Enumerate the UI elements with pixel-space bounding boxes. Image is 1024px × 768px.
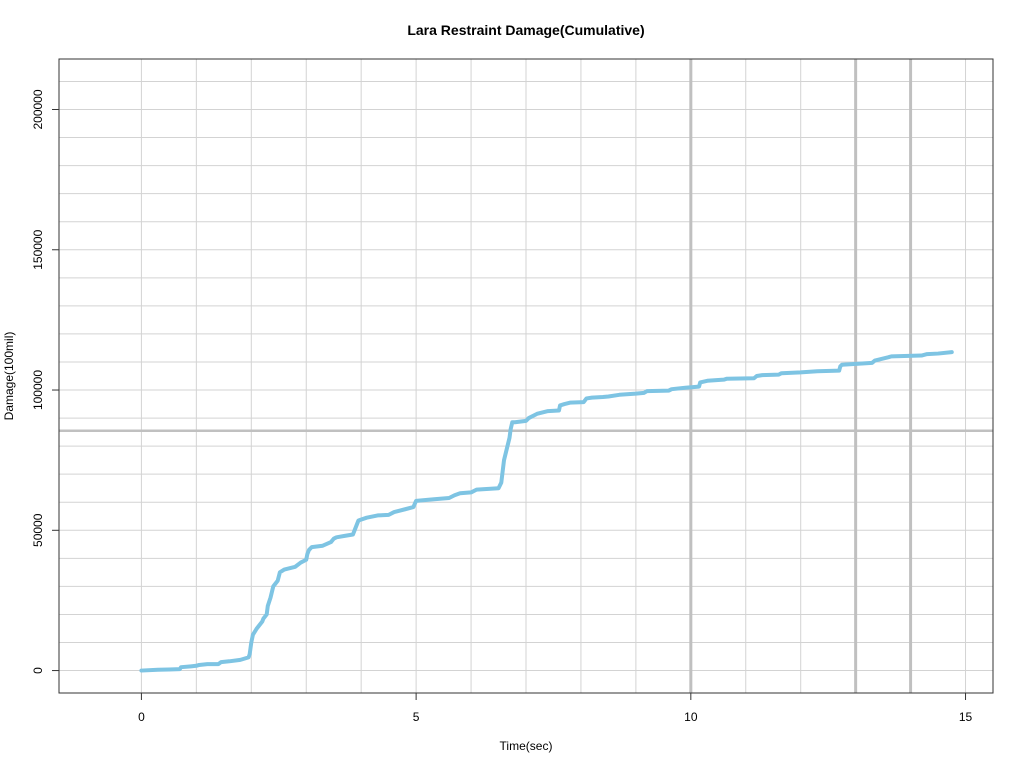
minor-grid — [59, 59, 993, 693]
x-tick-label: 15 — [959, 710, 973, 724]
y-tick-label: 200000 — [31, 89, 45, 129]
x-axis-label: Time(sec) — [500, 739, 553, 753]
x-tick-label: 10 — [684, 710, 698, 724]
y-axis-label: Damage(100mil) — [2, 332, 16, 421]
series-line-damage — [139, 350, 954, 673]
plot-frame — [58, 58, 994, 694]
y-tick-label: 50000 — [31, 513, 45, 547]
x-tick-label: 5 — [413, 710, 420, 724]
y-tick-label: 0 — [31, 667, 45, 674]
y-tick-label: 100000 — [31, 370, 45, 410]
x-axis: 0 5 10 15 — [138, 693, 973, 724]
chart-title: Lara Restraint Damage(Cumulative) — [407, 22, 644, 38]
y-tick-label: 150000 — [31, 229, 45, 269]
y-axis: 0 50000 100000 150000 200000 — [31, 89, 59, 674]
reference-lines — [59, 59, 993, 693]
x-tick-label: 0 — [138, 710, 145, 724]
